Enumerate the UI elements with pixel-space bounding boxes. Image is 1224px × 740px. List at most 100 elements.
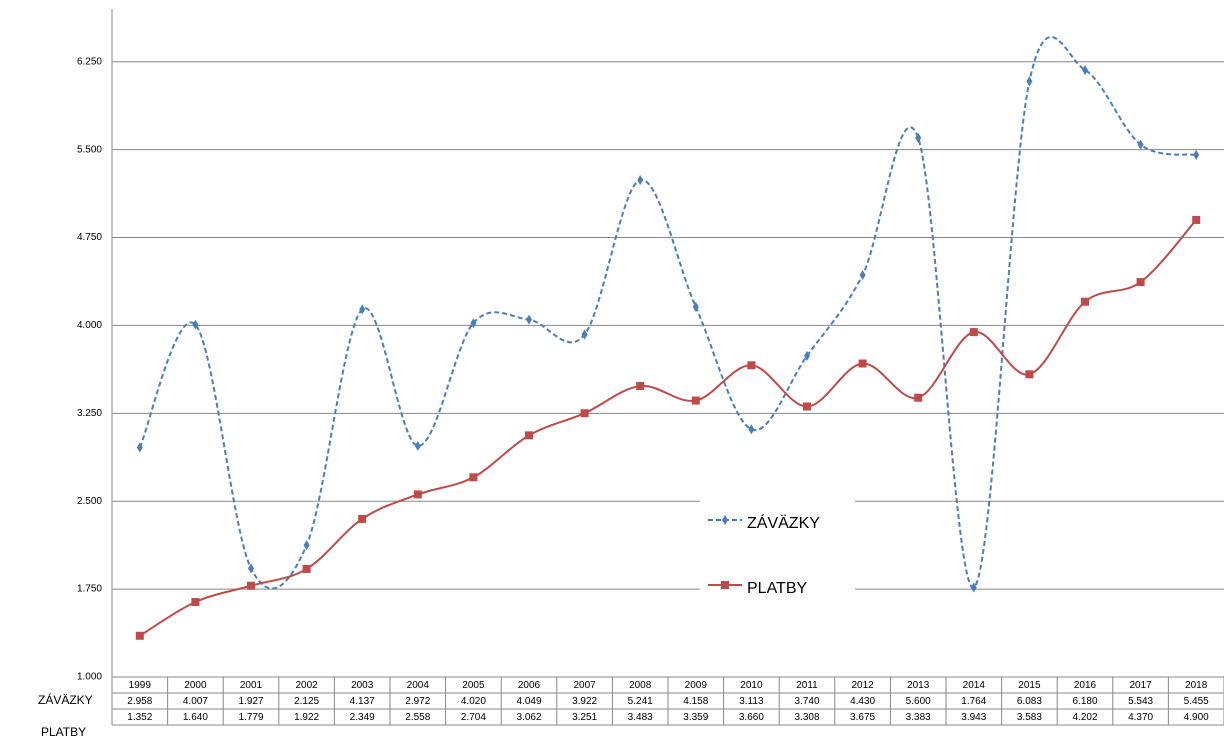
table-cell: 4.370 [1128, 712, 1153, 723]
marker [969, 328, 978, 337]
table-cell: 1.640 [183, 712, 208, 723]
legend-label: ZÁVÄZKY [747, 513, 820, 532]
table-cell: 4.007 [183, 696, 208, 707]
marker [303, 540, 310, 551]
marker [525, 431, 533, 440]
series-line [139, 219, 1197, 637]
x-tick-label: 2010 [740, 680, 763, 691]
marker [358, 514, 367, 523]
marker [413, 490, 422, 499]
marker [1082, 64, 1088, 75]
marker [915, 132, 922, 143]
marker [470, 318, 477, 329]
table-cell: 2.958 [127, 696, 152, 707]
table-cell: 3.251 [572, 712, 597, 723]
y-tick-label: 4.750 [77, 232, 102, 243]
marker [1081, 297, 1089, 306]
y-tick-label: 4.000 [77, 320, 102, 331]
marker [1193, 149, 1200, 160]
x-tick-label: 2014 [963, 680, 986, 691]
table-cell: 3.583 [1017, 712, 1042, 723]
table-cell: 5.600 [906, 696, 931, 707]
x-tick-label: 2017 [1129, 680, 1152, 691]
marker [691, 396, 700, 405]
marker [748, 424, 755, 435]
marker [191, 597, 200, 606]
table-cell: 4.158 [683, 696, 708, 707]
table-cell: 2.972 [405, 696, 430, 707]
table-cell: 4.430 [850, 696, 875, 707]
y-tick-label: 5.500 [77, 144, 102, 155]
table-cell: 1.927 [238, 696, 263, 707]
marker [722, 515, 728, 525]
x-tick-label: 2015 [1018, 680, 1041, 691]
x-tick-label: 2006 [518, 680, 541, 691]
table-cell: 3.943 [961, 712, 986, 723]
marker [359, 304, 366, 315]
table-cell: 3.062 [516, 712, 541, 723]
marker [526, 314, 532, 325]
x-tick-label: 2001 [240, 680, 263, 691]
marker [1136, 278, 1145, 287]
table-cell: 4.137 [350, 696, 375, 707]
marker [636, 382, 645, 391]
marker [1025, 370, 1034, 379]
table-cell: 2.558 [405, 712, 430, 723]
table-cell: 6.083 [1017, 696, 1042, 707]
table-cell: 1.764 [961, 696, 986, 707]
marker [637, 174, 644, 185]
table-cell: 5.455 [1184, 696, 1209, 707]
table-cell: 3.740 [794, 696, 819, 707]
marker [1192, 215, 1201, 224]
table-cell: 4.049 [516, 696, 541, 707]
x-tick-label: 2018 [1185, 680, 1208, 691]
table-cell: 6.180 [1072, 696, 1097, 707]
table-cell: 2.704 [461, 712, 486, 723]
y-tick-label: 6.250 [77, 56, 102, 67]
x-tick-label: 2002 [295, 680, 318, 691]
x-tick-label: 2011 [796, 680, 818, 691]
x-tick-label: 2007 [573, 680, 596, 691]
marker [414, 440, 421, 451]
table-cell: 4.900 [1184, 712, 1209, 723]
y-tick-label: 1.750 [77, 584, 102, 595]
marker [721, 581, 729, 589]
table-cell: 1.352 [127, 712, 152, 723]
table-cell: 2.349 [350, 712, 375, 723]
marker [970, 582, 977, 593]
marker [135, 631, 144, 640]
table-cell: 1.922 [294, 712, 319, 723]
y-tick-label: 1.000 [77, 672, 102, 683]
table-cell: 4.202 [1072, 712, 1097, 723]
marker [1026, 76, 1033, 87]
marker [247, 581, 255, 590]
marker [692, 301, 699, 312]
marker [136, 442, 143, 453]
x-tick-label: 2000 [184, 680, 207, 691]
marker [804, 350, 810, 361]
marker [581, 329, 588, 340]
x-tick-label: 2009 [685, 680, 708, 691]
x-tick-label: 2013 [907, 680, 930, 691]
table-cell: 3.675 [850, 712, 875, 723]
x-tick-label: 2003 [351, 680, 374, 691]
table-row-label: ZÁVÄZKY [38, 692, 93, 707]
table-cell: 4.020 [461, 696, 486, 707]
marker [858, 359, 867, 368]
x-tick-label: 2012 [851, 680, 874, 691]
marker [248, 563, 254, 574]
table-cell: 3.359 [683, 712, 708, 723]
marker [469, 473, 478, 482]
table-cell: 3.660 [739, 712, 764, 723]
legend-label: PLATBY [747, 580, 808, 597]
table-cell: 3.922 [572, 696, 597, 707]
marker [1137, 139, 1144, 150]
table-cell: 3.308 [794, 712, 819, 723]
marker [302, 564, 311, 573]
table-cell: 1.779 [238, 712, 263, 723]
marker [580, 409, 589, 418]
marker [192, 319, 199, 330]
marker [859, 270, 866, 281]
table-cell: 3.113 [739, 696, 764, 707]
